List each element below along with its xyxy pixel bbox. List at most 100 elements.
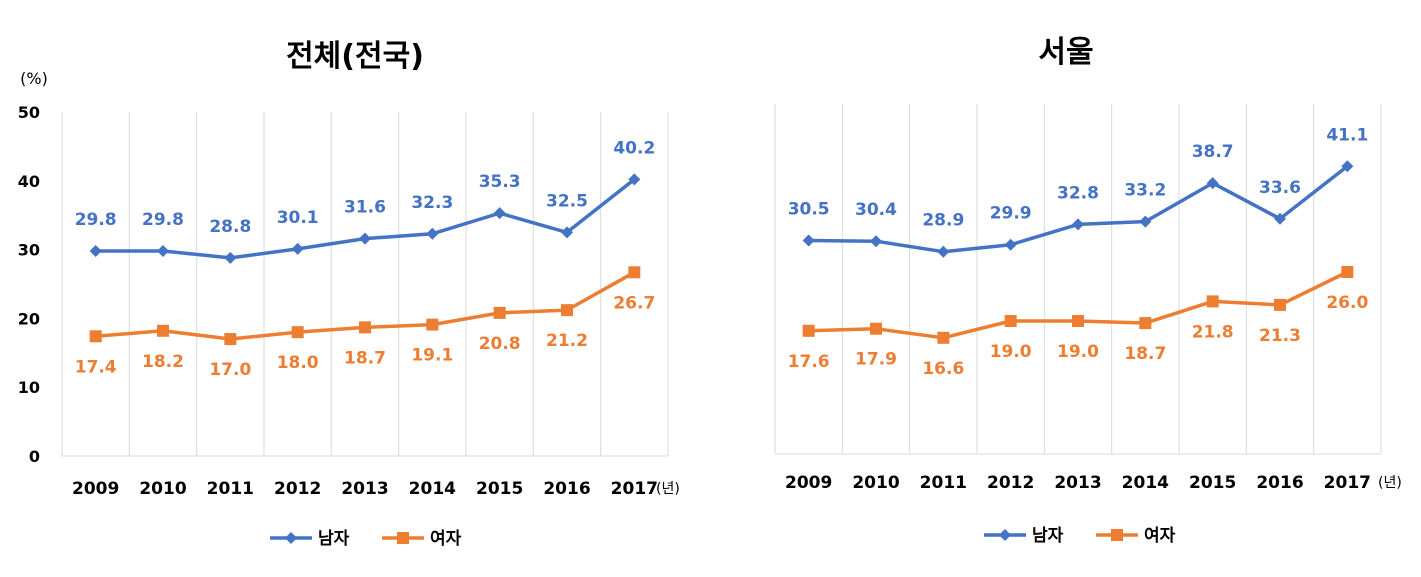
x-tick-label: 2009: [72, 479, 119, 499]
y-tick-label: 30: [18, 241, 40, 260]
data-point-marker: [1139, 317, 1152, 330]
series-female: 17.6 17.9 16.6 19.0 19.0 18.7 21.8 21.3 26.0: [788, 266, 1368, 379]
data-label: 30.5: [788, 200, 830, 220]
series-male: 30.5 30.4 28.9 29.9 32.8 33.2 38.7 33.6 41.1: [788, 125, 1368, 258]
data-label: 21.3: [1259, 326, 1301, 346]
x-unit-label: (년): [1378, 475, 1402, 491]
data-label: 19.0: [990, 342, 1032, 362]
data-point-marker: [426, 318, 439, 331]
data-label: 17.0: [209, 360, 251, 380]
data-point-marker: [1139, 215, 1152, 228]
data-point-marker: [1206, 177, 1219, 190]
data-point-marker: [1274, 298, 1286, 311]
data-label: 19.0: [1057, 342, 1099, 362]
y-unit-label: (%): [20, 69, 48, 88]
x-unit-label: (년): [656, 481, 680, 497]
data-label: 41.1: [1326, 125, 1368, 145]
x-tick-label: 2011: [920, 473, 967, 493]
data-point-marker: [426, 227, 439, 240]
data-point-marker: [1072, 218, 1084, 231]
legend: 남자 여자: [984, 526, 1176, 546]
data-label: 26.0: [1326, 293, 1368, 313]
data-label: 32.5: [546, 191, 588, 211]
y-tick-label: 40: [18, 172, 40, 191]
data-point-marker: [359, 232, 371, 245]
legend-marker: [285, 532, 297, 544]
series-male: 29.8 29.8 28.8 30.1 31.6 32.3 35.3 32.5 40.2: [75, 138, 655, 264]
data-label: 30.4: [855, 200, 897, 220]
data-point-marker: [802, 324, 815, 337]
data-point-marker: [870, 235, 882, 248]
data-label: 17.9: [855, 350, 897, 370]
x-tick-label: 2009: [785, 473, 832, 493]
chart-title: 서울: [1038, 35, 1093, 70]
data-point-marker: [291, 326, 304, 339]
y-tick-label: 20: [18, 309, 40, 328]
data-label: 18.7: [1124, 344, 1166, 364]
data-point-marker: [802, 234, 815, 247]
data-label: 29.8: [75, 210, 117, 230]
data-label: 18.7: [344, 348, 386, 368]
chart-2: 서울 2009 2010 2011 2012 2013 2014 2015 2016 2017 (년…: [774, 35, 1402, 546]
data-point-marker: [224, 251, 237, 264]
data-label: 29.9: [990, 204, 1032, 224]
data-label: 32.3: [411, 193, 453, 213]
x-tick-label: 2012: [987, 473, 1034, 493]
data-point-marker: [157, 324, 169, 337]
data-point-marker: [1341, 160, 1354, 173]
legend-marker: [1111, 529, 1123, 541]
data-label: 33.6: [1259, 178, 1301, 198]
data-point-marker: [1341, 266, 1354, 278]
data-point-marker: [1072, 315, 1084, 327]
data-label: 20.8: [479, 334, 521, 354]
x-tick-label: 2013: [341, 479, 388, 499]
data-point-marker: [1004, 238, 1017, 251]
x-tick-label: 2014: [1122, 473, 1169, 493]
data-point-marker: [493, 306, 506, 319]
legend: 남자 여자: [270, 529, 462, 549]
legend-label: 남자: [1032, 526, 1064, 546]
data-point-marker: [937, 245, 950, 258]
legend-label: 남자: [318, 529, 350, 549]
y-tick-label: 50: [18, 103, 40, 122]
chart-title: 전체(전국): [286, 39, 424, 74]
data-label: 38.7: [1192, 142, 1234, 162]
data-point-marker: [628, 266, 641, 279]
data-label: 18.0: [277, 353, 319, 373]
x-tick-label: 2016: [543, 479, 590, 499]
data-label: 21.2: [546, 331, 588, 351]
data-point-marker: [561, 226, 573, 239]
x-tick-label: 2013: [1054, 473, 1101, 493]
data-point-marker: [291, 242, 304, 255]
x-tick-label: 2017: [1324, 473, 1371, 493]
data-point-marker: [89, 244, 102, 257]
data-point-marker: [1004, 315, 1017, 327]
legend-marker: [397, 532, 409, 544]
data-label: 28.8: [209, 217, 251, 237]
data-point-marker: [157, 244, 169, 257]
data-label: 30.1: [277, 208, 319, 228]
x-tick-label: 2010: [139, 479, 186, 499]
data-point-marker: [89, 330, 102, 343]
data-point-marker: [493, 207, 506, 220]
data-point-marker: [1274, 212, 1286, 225]
data-label: 19.1: [411, 346, 453, 366]
x-tick-label: 2014: [409, 479, 456, 499]
x-tick-label: 2016: [1256, 473, 1303, 493]
legend-marker: [999, 529, 1011, 541]
data-label: 17.4: [75, 357, 117, 377]
y-tick-label: 10: [18, 378, 40, 397]
data-label: 21.8: [1192, 322, 1234, 342]
data-point-marker: [937, 331, 950, 344]
chart-1: 전체(전국) 0 10 20 30 40 50 (%) 2009 2010 2011 2012 2013…: [18, 39, 680, 549]
x-tick-label: 2015: [1189, 473, 1236, 493]
data-label: 40.2: [613, 138, 655, 158]
x-tick-label: 2010: [852, 473, 899, 493]
x-tick-label: 2011: [207, 479, 254, 499]
y-tick-label: 0: [29, 447, 40, 466]
legend-label: 여자: [1144, 526, 1176, 546]
data-label: 17.6: [788, 352, 830, 372]
data-label: 33.2: [1124, 181, 1166, 201]
data-label: 35.3: [479, 172, 521, 192]
